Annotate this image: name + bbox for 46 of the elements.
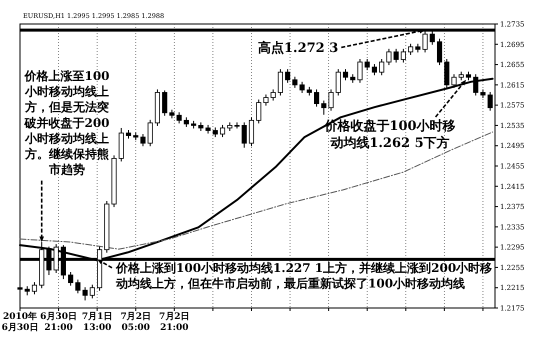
candlestick [321, 100, 326, 116]
candlestick [248, 116, 254, 147]
candlestick [162, 90, 168, 116]
candlestick [488, 91, 493, 112]
line-series [20, 132, 494, 250]
candlestick [68, 271, 74, 286]
candlestick [408, 43, 414, 56]
candlestick [32, 282, 38, 295]
candlestick [24, 286, 30, 296]
candlestick [328, 88, 334, 112]
candlestick [176, 112, 182, 124]
candlestick [314, 88, 320, 108]
candlestick [242, 122, 247, 148]
candlestick [379, 58, 384, 76]
candlestick [278, 68, 283, 96]
candlestick [372, 64, 378, 76]
candlestick [400, 48, 406, 64]
annotation: 高点1.272 3 [258, 40, 338, 56]
candlestick [394, 48, 399, 64]
candlestick [220, 124, 226, 138]
x-tick-label: 6月30日 21:00 [40, 311, 77, 333]
candlestick [212, 126, 218, 138]
candlestick [256, 99, 262, 124]
candlestick [357, 58, 363, 84]
candlestick [386, 48, 392, 66]
candlestick [342, 68, 348, 81]
candlestick [82, 286, 88, 301]
x-tick-label: 7月1日 13:00 [82, 311, 112, 333]
candlestick [285, 68, 290, 84]
candlestick [436, 38, 442, 66]
annotation: 价格上涨到100小时移动均线1.227 1上方，并继续上涨到200小时移动均线上方，但在牛市启动前，最后重新试探了100小时移动均线 [115, 261, 492, 291]
candlestick [148, 119, 153, 147]
candlestick [300, 81, 305, 94]
x-tick-label: 7月2日 05:00 [120, 311, 151, 333]
candlestick [270, 88, 276, 102]
x-tick-label: 7月2日 21:00 [159, 311, 190, 333]
candlestick [90, 284, 95, 299]
candlestick [336, 68, 341, 96]
candlestick [364, 58, 370, 71]
candlestick [140, 134, 146, 147]
x-tick-label: 2010年 6月30日 [2, 311, 38, 333]
candlestick [292, 76, 298, 88]
annotation: 价格上涨至100小时移动均线上方，但是无法突破并收盘于200小时移动均线上方。继续保持熊市趋势 [23, 69, 110, 177]
candlestick [263, 94, 269, 106]
candlestick [75, 279, 80, 294]
candlestick [184, 116, 189, 128]
